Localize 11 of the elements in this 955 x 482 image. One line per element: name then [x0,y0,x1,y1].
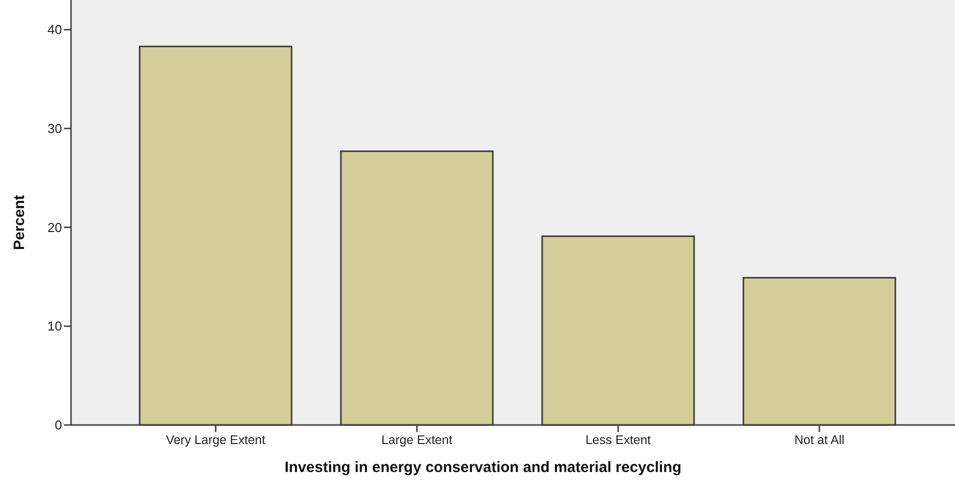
x-tick-label: Less Extent [585,433,652,447]
y-tick-label: 40 [48,22,62,38]
y-tick-label: 0 [54,418,62,433]
y-axis-title: Percent [11,194,28,250]
y-tick-label: 20 [48,220,62,235]
x-tick-label: Large Extent [381,433,453,447]
x-tick-label: Not at All [794,433,844,447]
x-tick-label: Very Large Extent [166,433,266,447]
y-tick-label: 10 [48,318,62,334]
y-tick-label: 30 [48,121,62,136]
x-axis-title: Investing in energy conservation and material recycling [284,459,682,476]
